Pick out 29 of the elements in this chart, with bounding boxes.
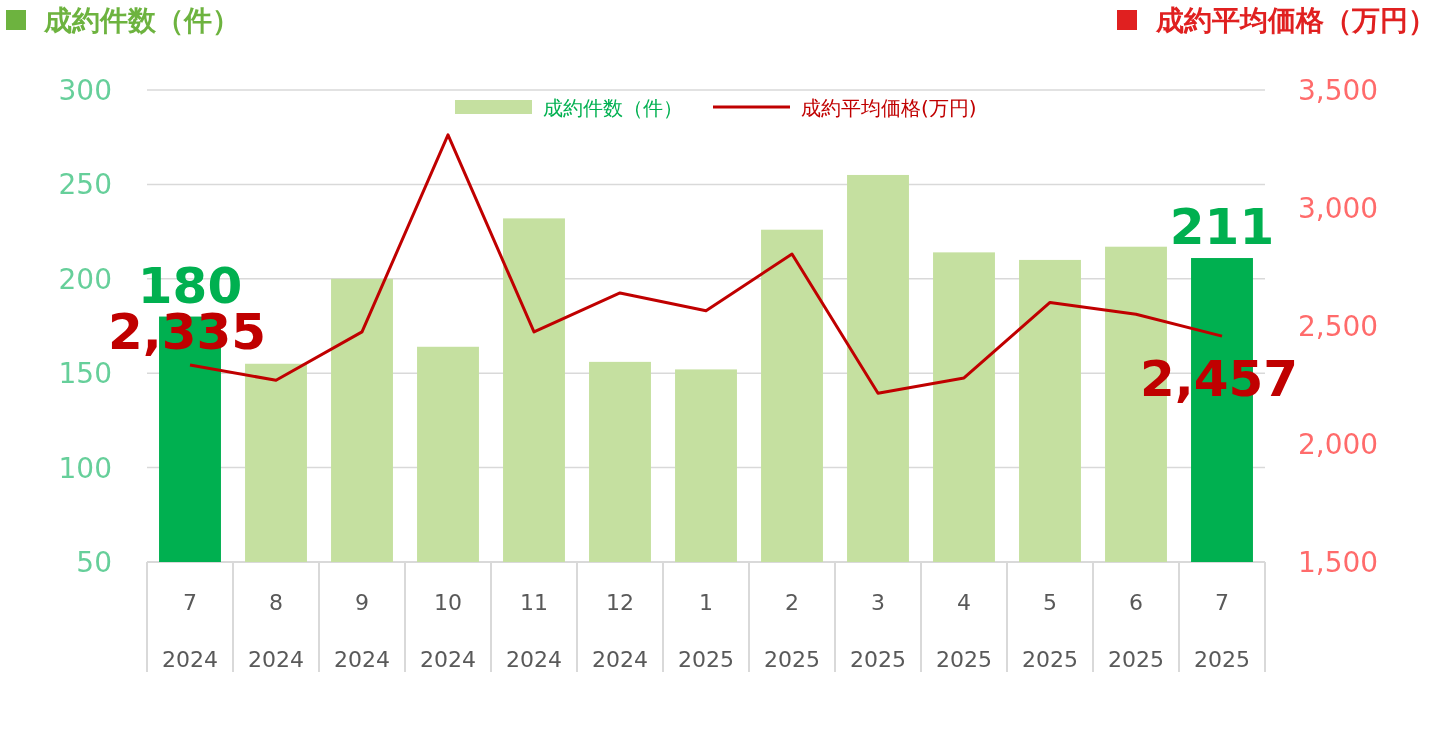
legend-label: 成約件数（件）	[543, 96, 683, 120]
y2-tick-label: 2,000	[1298, 428, 1379, 461]
y2-tick-label: 3,000	[1298, 192, 1379, 225]
category-label: 2 2025	[764, 590, 820, 672]
y-tick-label: 100	[58, 451, 112, 485]
category-label: 4 2025	[936, 590, 992, 672]
y-tick-label: 300	[58, 74, 112, 107]
category-label: 12 2024	[592, 590, 648, 672]
data-label: 211	[1169, 198, 1275, 257]
category-label: 9 2024	[334, 590, 390, 672]
y2-tick-label: 1,500	[1298, 546, 1379, 579]
y2-axis-title: 成約平均価格（万円）	[1155, 4, 1436, 37]
y-tick-label: 50	[76, 546, 112, 579]
category-label: 7 2025	[1194, 590, 1250, 672]
category-label: 10 2024	[420, 590, 476, 672]
legend-label: 成約平均価格(万円)	[801, 96, 977, 120]
y-tick-label: 200	[58, 262, 112, 296]
category-label: 11 2024	[506, 590, 562, 672]
category-label: 7 2024	[162, 590, 218, 672]
y-axis-title: 成約件数（件）	[43, 4, 240, 37]
y-tick-label: 250	[58, 168, 112, 202]
category-label: 5 2025	[1022, 590, 1078, 672]
category-label: 3 2025	[850, 590, 906, 672]
category-label: 6 2025	[1108, 590, 1164, 672]
y2-tick-label: 3,500	[1298, 74, 1379, 107]
category-label: 8 2024	[248, 590, 304, 672]
y2-tick-label: 2,500	[1298, 310, 1379, 343]
category-label: 1 2025	[678, 590, 734, 672]
y-tick-label: 150	[58, 357, 112, 391]
